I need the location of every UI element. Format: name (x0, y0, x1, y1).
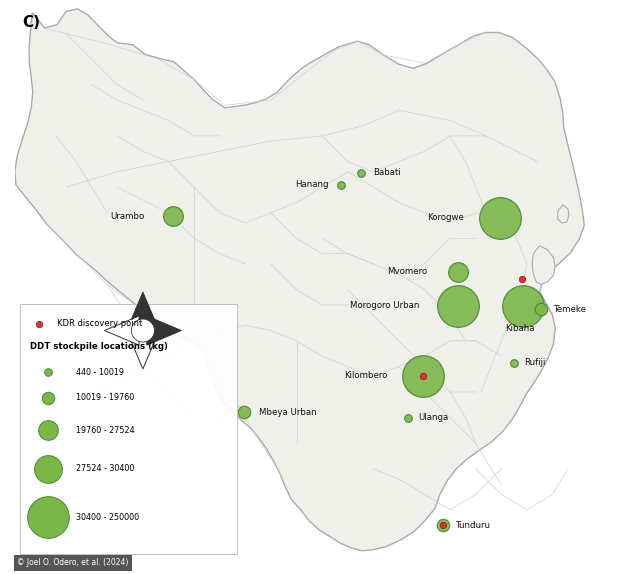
Text: Temeke: Temeke (553, 305, 586, 313)
Text: DDT stockpile locations (kg): DDT stockpile locations (kg) (30, 342, 168, 351)
Text: 440 - 10019: 440 - 10019 (76, 368, 124, 377)
Point (495, 214, 505, 223)
Circle shape (131, 319, 155, 342)
Point (336, 180, 346, 189)
Text: © Joel O. Odero, et al. (2024): © Joel O. Odero, et al. (2024) (17, 558, 129, 567)
Text: Hanang: Hanang (295, 180, 328, 189)
Point (167, 212, 178, 221)
Polygon shape (15, 9, 585, 550)
Point (418, 371, 428, 380)
Text: Korogwe: Korogwe (427, 214, 465, 222)
Point (536, 304, 546, 313)
FancyBboxPatch shape (20, 304, 237, 554)
Point (453, 267, 463, 276)
Point (43, 368, 53, 377)
Text: 30400 - 250000: 30400 - 250000 (76, 513, 139, 522)
Polygon shape (532, 246, 555, 285)
Polygon shape (558, 205, 569, 223)
Point (403, 413, 413, 422)
Point (43, 426, 53, 435)
Text: 10019 - 19760: 10019 - 19760 (76, 393, 134, 402)
Text: Urambo: Urambo (110, 212, 145, 221)
Point (508, 358, 519, 367)
Text: Ulanga: Ulanga (418, 413, 449, 422)
Text: Rufiji: Rufiji (524, 358, 545, 367)
Text: Kibaha: Kibaha (505, 324, 535, 333)
Point (43, 464, 53, 474)
Polygon shape (105, 316, 139, 345)
Text: Kilombero: Kilombero (344, 371, 387, 380)
Polygon shape (146, 316, 181, 345)
Point (34, 319, 44, 328)
Point (517, 275, 527, 284)
Text: Mvomero: Mvomero (387, 267, 427, 276)
Polygon shape (128, 292, 157, 327)
Point (453, 301, 463, 311)
Text: Mbeya Urban: Mbeya Urban (259, 408, 317, 417)
Text: Tunduru: Tunduru (456, 521, 491, 530)
Text: Morogoro Urban: Morogoro Urban (350, 301, 420, 311)
Point (518, 301, 528, 311)
Point (43, 513, 53, 522)
Point (439, 521, 449, 530)
Text: 19760 - 27524: 19760 - 27524 (76, 426, 135, 435)
Point (43, 393, 53, 402)
Point (439, 521, 449, 530)
Polygon shape (128, 335, 157, 369)
Point (356, 168, 366, 177)
Text: Babati: Babati (373, 168, 401, 177)
Text: 27524 - 30400: 27524 - 30400 (76, 464, 134, 474)
Text: KDR discovery point: KDR discovery point (57, 320, 142, 328)
Point (238, 408, 249, 417)
Point (418, 371, 428, 380)
Text: C): C) (22, 15, 40, 30)
